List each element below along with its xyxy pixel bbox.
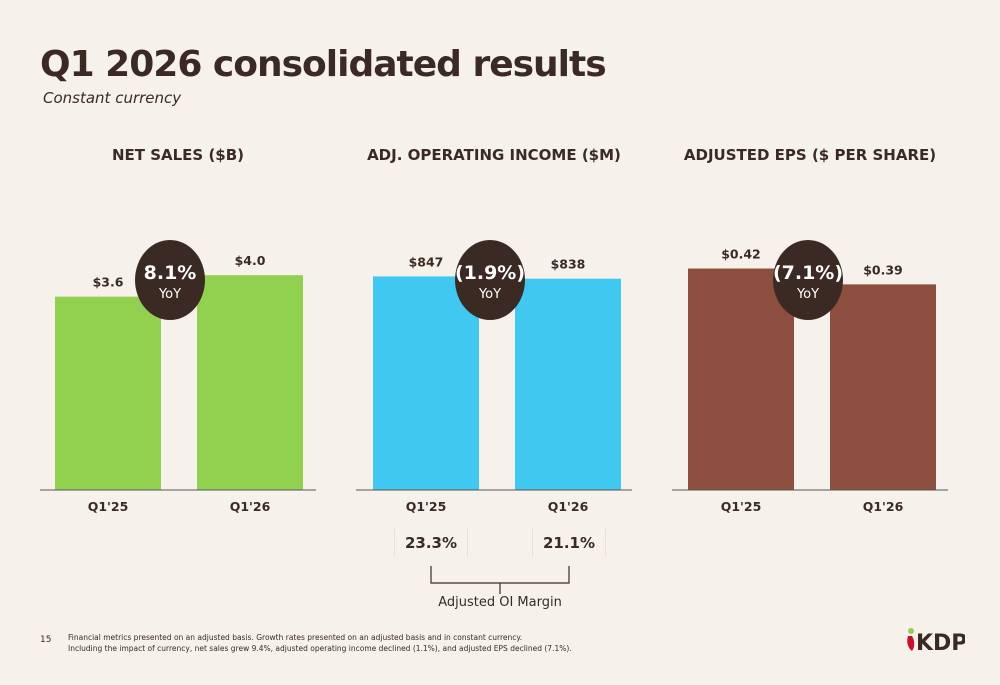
- net-sales-tick-label-1: Q1'26: [230, 499, 271, 514]
- eps-tick-label-0: Q1'25: [721, 499, 762, 514]
- eps-tick-label-1: Q1'26: [863, 499, 904, 514]
- oi-margin-q1-25: 23.3%: [394, 529, 468, 557]
- operating-income-yoy-badge: (1.9%) YoY: [455, 240, 525, 320]
- net-sales-yoy-label: YoY: [158, 287, 181, 302]
- eps-bar-0: [688, 268, 794, 490]
- net-sales-chart-title: NET SALES ($B): [111, 146, 245, 164]
- eps-value-label-1: $0.39: [863, 262, 903, 277]
- page-subtitle: Constant currency: [43, 89, 182, 107]
- oi-margin-caption: Adjusted OI Margin: [438, 595, 562, 610]
- oi-margin-q1-26: 21.1%: [532, 529, 606, 557]
- footnote: Financial metrics presented on an adjust…: [68, 632, 572, 654]
- page-number: 15: [40, 635, 52, 645]
- eps-yoy-label: YoY: [796, 287, 819, 302]
- net-sales-yoy-badge: 8.1% YoY: [135, 240, 205, 320]
- eps-yoy-circle: [773, 240, 843, 320]
- eps-chart-title: ADJUSTED EPS ($ PER SHARE): [683, 146, 937, 164]
- net-sales-value-label-0: $3.6: [93, 275, 124, 290]
- page-title: Q1 2026 consolidated results: [40, 44, 607, 85]
- operating-income-tick-label-0: Q1'25: [406, 499, 447, 514]
- net-sales-bar-1: [197, 275, 303, 490]
- net-sales-value-label-1: $4.0: [235, 253, 266, 268]
- operating-income-tick-label-1: Q1'26: [548, 499, 589, 514]
- operating-income-yoy-label: YoY: [478, 287, 501, 302]
- operating-income-yoy-value: (1.9%): [455, 262, 525, 284]
- net-sales-yoy-value: 8.1%: [144, 262, 197, 284]
- eps-bar-1: [830, 284, 936, 490]
- operating-income-bar-0: [373, 276, 479, 490]
- footnote-line-2: Including the impact of currency, net sa…: [68, 644, 572, 653]
- net-sales-bar-0: [55, 296, 161, 490]
- operating-income-bar-1: [515, 278, 621, 490]
- operating-income-value-label-1: $838: [551, 257, 586, 272]
- operating-income-chart-title: ADJ. OPERATING INCOME ($M): [367, 146, 621, 164]
- eps-yoy-value: (7.1%): [773, 262, 843, 284]
- operating-income-value-label-0: $847: [409, 254, 444, 269]
- net-sales-yoy-circle: [135, 240, 205, 320]
- footnote-line-1: Financial metrics presented on an adjust…: [68, 633, 523, 642]
- eps-value-label-0: $0.42: [721, 247, 761, 262]
- net-sales-tick-label-0: Q1'25: [88, 499, 129, 514]
- operating-income-yoy-circle: [455, 240, 525, 320]
- logo-text: KDP: [916, 631, 965, 656]
- kdp-logo: KDP: [907, 628, 965, 656]
- eps-yoy-badge: (7.1%) YoY: [773, 240, 843, 320]
